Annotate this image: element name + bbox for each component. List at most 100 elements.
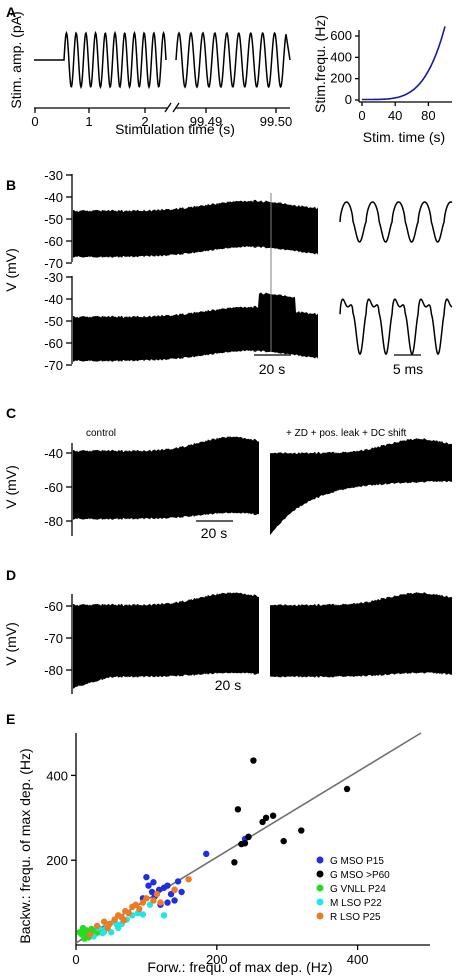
d-scale-label: 20 s <box>215 677 241 693</box>
panel-letter-c: C <box>6 405 16 421</box>
d-trace-right <box>270 592 452 678</box>
y-tick-label: -70 <box>44 631 63 646</box>
e-legend-marker <box>316 870 324 878</box>
e-data-point <box>298 827 305 834</box>
c-label-control: control <box>86 428 116 439</box>
a-x-tick-label: 0 <box>31 114 38 129</box>
b-zoom-trace-top <box>339 201 453 243</box>
e-data-point <box>238 840 245 848</box>
e-data-point <box>262 814 270 821</box>
inset-frequency-curve <box>362 26 446 101</box>
inset-y-ticks: 0 200 400 600 <box>330 28 359 107</box>
e-x-label: Forw.: frequ. of max dep. (Hz) <box>147 959 332 975</box>
e-data-point <box>143 895 150 902</box>
stimulus-trace <box>34 30 291 90</box>
e-data-point <box>139 899 147 906</box>
y-tick-label: -50 <box>44 212 63 227</box>
inset-x-tick-label: 80 <box>421 108 435 123</box>
c-scale-label: 20 s <box>201 525 227 541</box>
inset-y-tick-label: 200 <box>330 71 352 86</box>
e-data-point <box>136 905 143 913</box>
e-x-tick-label: 200 <box>206 952 228 967</box>
e-legend-marker <box>316 912 324 920</box>
e-legend: G MSO P15 G MSO >P60 G VNLL P24 M LSO P22 R … <box>316 856 390 923</box>
e-data-point <box>343 785 351 793</box>
inset-x-tick-label: 0 <box>358 108 365 123</box>
e-x-tick-label: 0 <box>72 952 79 967</box>
e-y-tick-label: 400 <box>46 768 68 783</box>
e-data-points <box>76 757 351 942</box>
d-y-ticks: -60 -70 -80 <box>44 599 72 678</box>
e-data-point <box>111 916 118 923</box>
inset-x-ticks: 0 40 80 <box>358 102 436 123</box>
y-tick-label: -60 <box>44 336 63 351</box>
y-tick-label: -70 <box>44 256 63 271</box>
y-tick-label: -40 <box>44 190 63 205</box>
e-data-point <box>150 879 157 886</box>
e-legend-label: G MSO P15 <box>330 856 384 867</box>
a-x-tick-label: 2 <box>141 114 148 129</box>
e-data-point <box>171 886 178 894</box>
panel-letter-a: A <box>6 4 16 20</box>
y-tick-label: -60 <box>44 599 63 614</box>
e-data-point <box>108 929 115 936</box>
e-data-point <box>93 922 101 930</box>
b-y-ticks: -30-40-50-60-70-30-40-50-60-70 <box>44 168 72 373</box>
e-data-point <box>157 899 164 906</box>
e-data-point <box>164 882 171 889</box>
y-tick-label: -70 <box>44 358 63 373</box>
frequency-inset: 0 200 400 600 0 40 80 Stim.frequ. (Hz) Stim. … <box>312 15 452 145</box>
inset-y-label: Stim.frequ. (Hz) <box>312 15 328 113</box>
y-tick-label: -30 <box>44 270 63 285</box>
e-data-point <box>280 837 287 845</box>
e-data-point <box>164 899 171 906</box>
d-trace-left <box>73 592 259 689</box>
e-data-point <box>250 757 257 764</box>
a-x-tick-label: 99.50 <box>260 114 293 129</box>
inset-y-tick-label: 400 <box>330 49 352 64</box>
e-data-point <box>150 897 157 904</box>
e-data-point <box>231 859 238 866</box>
c-y-ticks: -40 -60 -80 <box>44 446 72 529</box>
e-legend-marker <box>316 898 324 906</box>
e-legend-marker <box>316 884 324 892</box>
b-scale-label-long: 20 s <box>259 361 285 377</box>
e-data-point <box>139 911 147 918</box>
y-tick-label: -40 <box>44 292 63 307</box>
a-x-tick-label: 1 <box>85 114 92 129</box>
e-data-point <box>171 897 178 904</box>
panel-letter-e: E <box>6 711 15 727</box>
b-voltage-trace-bottom <box>73 292 318 362</box>
y-tick-label: -50 <box>44 314 63 329</box>
e-data-point <box>145 882 152 889</box>
e-y-label: Backw.: frequ. of max dep. (Hz) <box>17 748 33 943</box>
e-data-point <box>86 931 94 938</box>
a-x-label: Stimulation time (s) <box>115 121 235 137</box>
e-x-tick-label: 400 <box>347 952 369 967</box>
a-axis-break <box>164 102 180 113</box>
d-y-label: V (mV) <box>3 622 19 666</box>
e-data-point <box>153 890 161 898</box>
y-tick-label: -80 <box>44 514 63 529</box>
a-x-ticks: 0 1 2 99.49 99.50 <box>31 108 292 129</box>
e-data-point <box>245 833 252 841</box>
a-y-label: Stim. amp. (pA) <box>8 11 24 108</box>
e-y-tick-label: 200 <box>46 853 68 868</box>
panel-letter-b: B <box>6 177 16 193</box>
b-scale-label-short: 5 ms <box>393 361 423 377</box>
c-trace-control <box>73 436 259 520</box>
e-legend-label: G VNLL P24 <box>330 884 386 895</box>
y-tick-label: -60 <box>44 480 63 495</box>
inset-y-tick-label: 0 <box>345 92 352 107</box>
e-legend-marker <box>316 856 324 864</box>
b-voltage-trace-top <box>73 199 318 258</box>
e-legend-label: R LSO P25 <box>330 912 381 923</box>
e-data-point <box>125 910 132 917</box>
stimulus-sine-wave <box>34 30 291 90</box>
inset-y-tick-label: 600 <box>330 28 352 43</box>
e-data-point <box>146 901 154 908</box>
e-ticks: 0 200 400 200 400 <box>46 768 368 967</box>
panel-letter-d: D <box>6 567 16 583</box>
e-data-point <box>132 901 140 908</box>
